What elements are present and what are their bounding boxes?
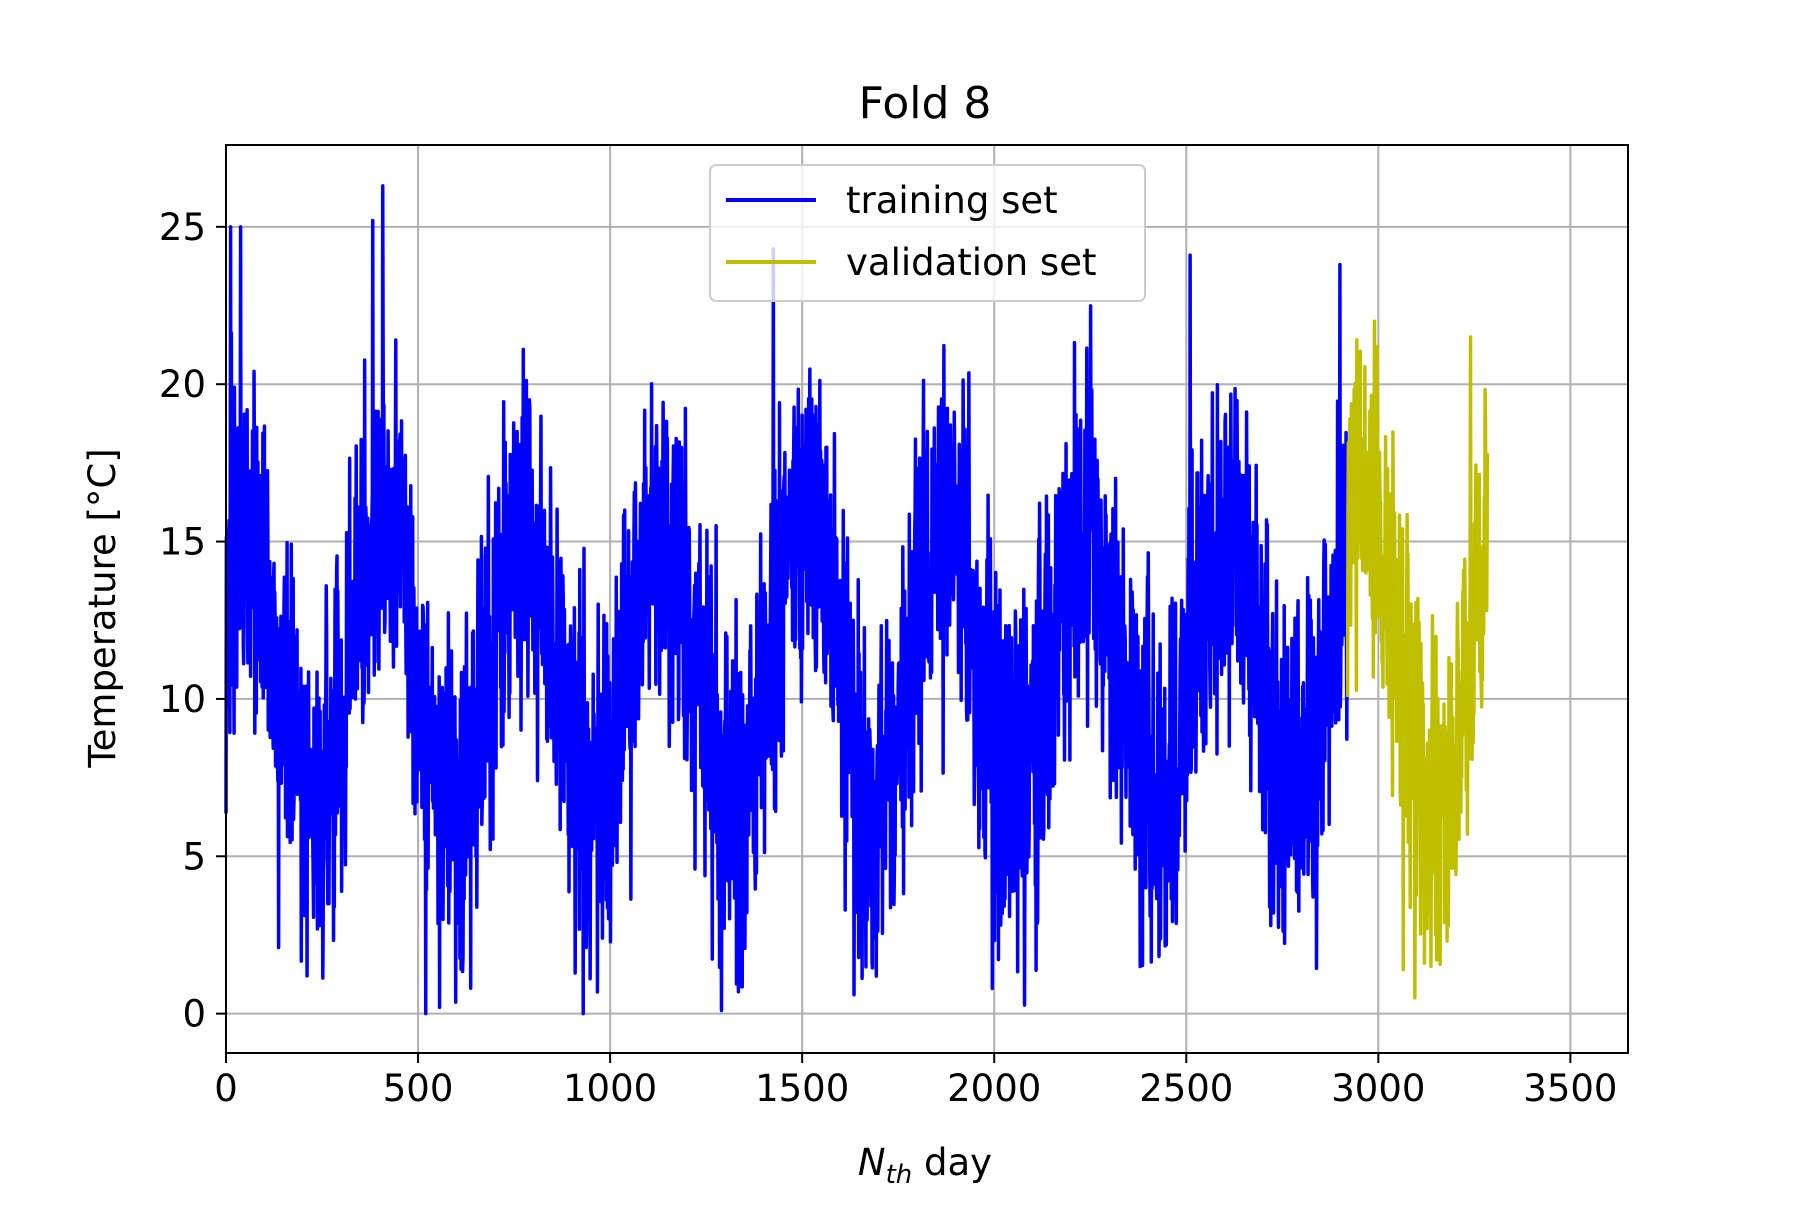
chart-title: Fold 8: [859, 78, 992, 129]
x-axis-label-subscript: th: [886, 1160, 913, 1190]
legend-box: [709, 164, 1146, 302]
series-lines: [224, 184, 1490, 1016]
x-tick-label: 2500: [1139, 1067, 1233, 1110]
y-tick-label: 0: [182, 993, 206, 1036]
axis-ticks: 0 500 1000 1500 2000 2500 3000 3500 0 5 10 15 20 25: [159, 206, 1618, 1110]
y-tick-label: 25: [159, 206, 206, 249]
x-axis-label-rest: day: [912, 1141, 992, 1184]
x-tick-label: 3000: [1331, 1067, 1425, 1110]
y-tick-label: 5: [182, 835, 206, 878]
x-tick-label: 2000: [947, 1067, 1041, 1110]
x-axis-label-main: N: [858, 1141, 886, 1184]
x-tick-label: 0: [214, 1067, 238, 1110]
y-axis-label: Temperature [°C]: [81, 448, 124, 768]
y-tick-label: 10: [159, 678, 206, 721]
legend: training set validation set: [709, 164, 1146, 302]
y-tick-label: 15: [159, 521, 206, 564]
plot-frame: [225, 144, 1629, 1054]
x-tick-label: 1500: [755, 1067, 849, 1110]
x-tick-label: 3500: [1523, 1067, 1617, 1110]
legend-label-training: training set: [846, 179, 1058, 222]
series-line-validation: [1345, 319, 1490, 1000]
legend-label-validation: validation set: [846, 241, 1096, 284]
y-tick-label: 20: [159, 363, 206, 406]
x-axis-label: Nth day: [858, 1141, 992, 1190]
x-tick-label: 1000: [563, 1067, 657, 1110]
series-line-training: [224, 184, 1349, 1016]
x-tick-label: 500: [383, 1067, 454, 1110]
